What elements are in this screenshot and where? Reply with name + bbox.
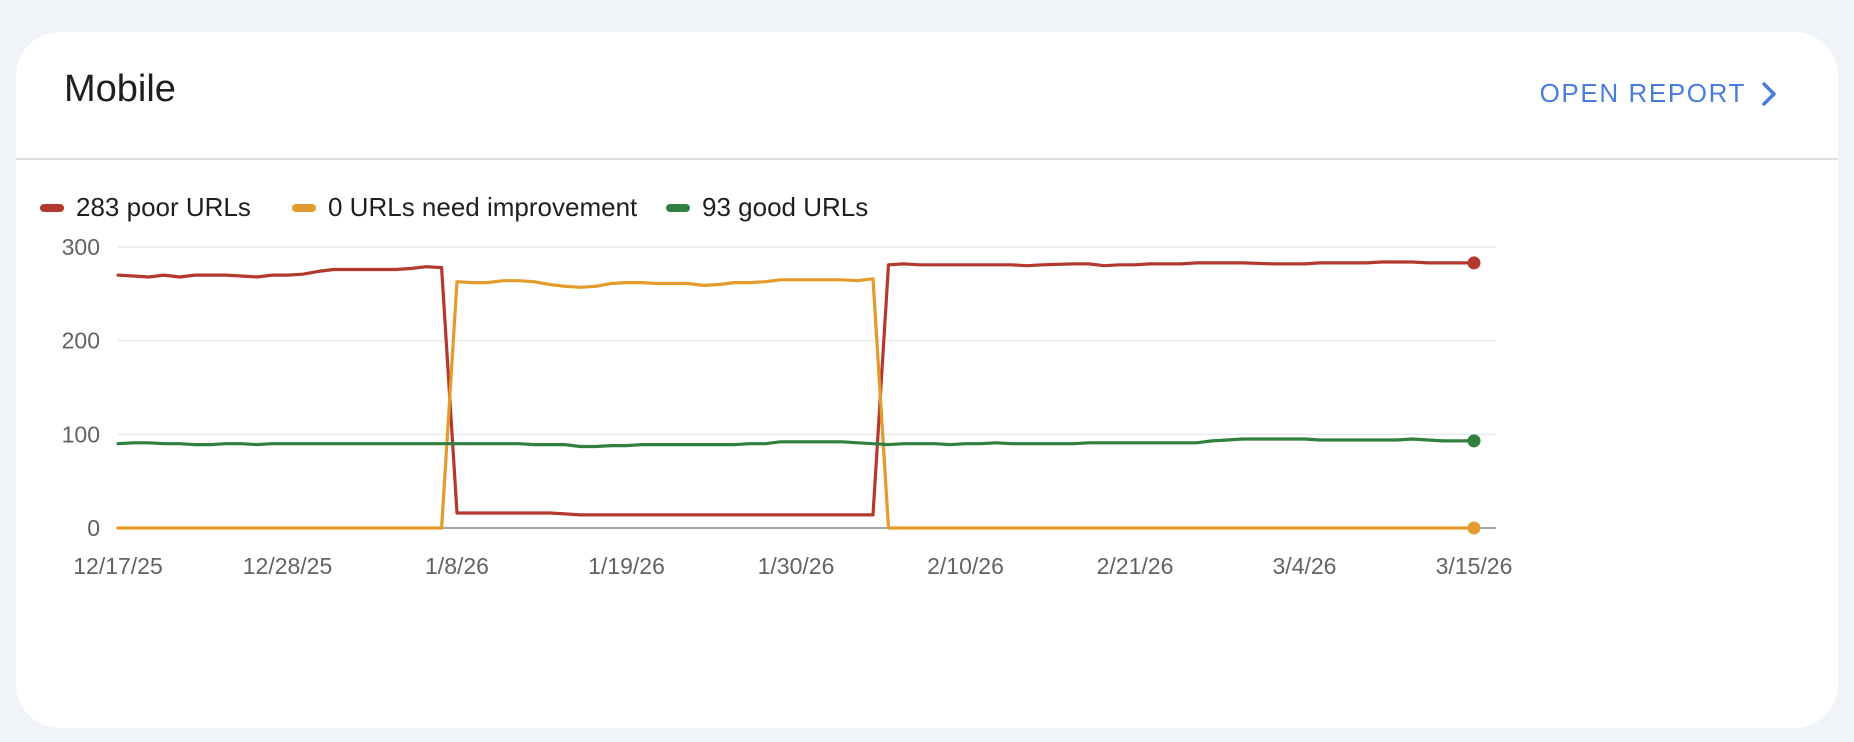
series-end-point-poor <box>1467 256 1481 270</box>
chart-legend: 283 poor URLs 0 URLs need improvement 93… <box>16 192 1838 232</box>
legend-label-good: 93 good URLs <box>702 192 869 222</box>
series-end-point-needs-improvement <box>1467 521 1481 535</box>
x-tick-label-8: 3/15/26 <box>1436 553 1513 579</box>
line-chart: 0 100 200 300 12/17/25 12/28/25 1/8/26 1/19/26 1… <box>62 234 1513 579</box>
open-report-link[interactable]: OPEN REPORT <box>1540 78 1778 109</box>
legend-swatch-poor <box>40 203 64 212</box>
legend-item-good[interactable]: 93 good URLs <box>666 192 868 223</box>
series-line-good <box>116 437 1476 449</box>
x-tick-label-7: 3/4/26 <box>1273 553 1337 579</box>
y-tick-label-200: 200 <box>62 328 100 354</box>
series-line-poor <box>116 260 1476 517</box>
y-tick-label-0: 0 <box>87 515 100 541</box>
x-tick-label-3: 1/19/26 <box>588 553 665 579</box>
open-report-label: OPEN REPORT <box>1539 78 1746 108</box>
series-end-point-good <box>1467 434 1481 448</box>
x-tick-label-6: 2/21/26 <box>1097 553 1174 579</box>
series-line-needs-improvement <box>116 277 1476 530</box>
x-tick-label-2: 1/8/26 <box>425 553 489 579</box>
chevron-right-icon <box>1762 81 1776 106</box>
x-tick-label-1: 12/28/25 <box>243 553 333 579</box>
x-tick-label-4: 1/30/26 <box>758 553 835 579</box>
legend-swatch-good <box>666 203 690 212</box>
y-tick-label-100: 100 <box>62 421 100 447</box>
legend-label-needs-improvement: 0 URLs need improvement <box>328 192 638 222</box>
mobile-report-card: Mobile OPEN REPORT 283 poor URLs 0 URLs … <box>16 32 1838 728</box>
legend-item-poor[interactable]: 283 poor URLs <box>40 192 251 223</box>
legend-swatch-needs-improvement <box>292 203 316 212</box>
legend-label-poor: 283 poor URLs <box>76 192 251 222</box>
card-title: Mobile <box>64 68 176 110</box>
x-tick-label-0: 12/17/25 <box>73 553 163 579</box>
x-tick-label-5: 2/10/26 <box>927 553 1004 579</box>
y-tick-label-300: 300 <box>62 234 100 260</box>
legend-item-needs-improvement[interactable]: 0 URLs need improvement <box>292 192 637 223</box>
card-header: Mobile OPEN REPORT <box>16 32 1838 160</box>
